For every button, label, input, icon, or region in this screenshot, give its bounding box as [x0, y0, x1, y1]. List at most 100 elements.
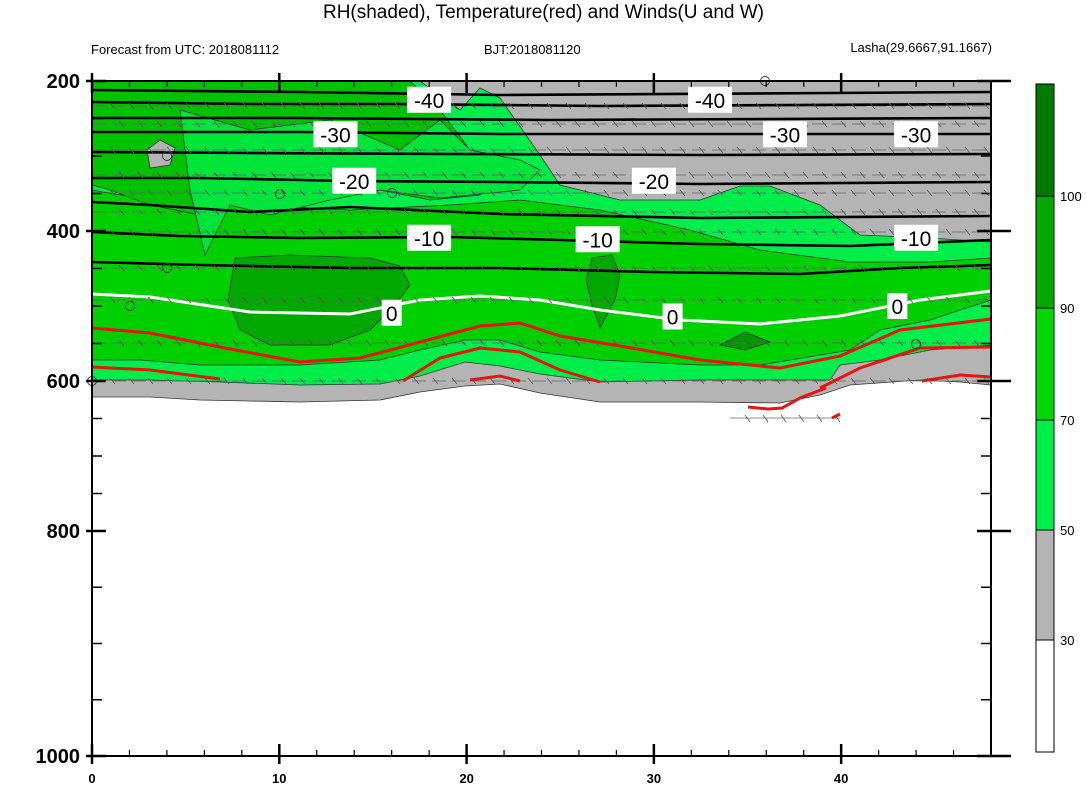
colorbar-label: 100: [1060, 189, 1082, 204]
wind-barb: [926, 296, 933, 304]
temperature-label: 0: [667, 307, 679, 330]
wind-barb: [270, 208, 277, 216]
wind-barb: [622, 296, 629, 304]
wind-barb: [451, 146, 458, 154]
wind-barb: [527, 296, 534, 304]
wind-barb: [394, 102, 401, 110]
wind-barb: [128, 146, 135, 154]
wind-barb: [869, 228, 876, 236]
colorbar-band: [1035, 83, 1055, 197]
wind-barb: [641, 146, 648, 154]
temperature-label-box: [887, 293, 908, 319]
wind-barb: [907, 377, 914, 385]
wind-barb: [175, 120, 182, 128]
wind-barb: [527, 228, 534, 236]
wind-barb: [565, 189, 572, 197]
wind-barb: [679, 189, 686, 197]
colorbar-label: 30: [1060, 633, 1074, 648]
wind-barb: [375, 189, 382, 197]
wind-barb: [156, 171, 163, 179]
wind-barb: [964, 189, 971, 197]
wind-barb: [641, 228, 648, 236]
wind-barb: [762, 414, 769, 423]
bjt-time-label: BJT:2018081120: [484, 42, 581, 57]
wind-barb: [850, 377, 857, 385]
wind-barb: [622, 228, 629, 236]
x-tick-label: 20: [459, 771, 473, 786]
wind-barb: [736, 102, 743, 110]
wind-barb: [536, 264, 543, 272]
wind-barb: [650, 208, 657, 216]
wind-barb: [793, 189, 800, 197]
wind-barb: [726, 208, 733, 216]
wind-barb: [755, 296, 762, 304]
wind-barb: [346, 208, 353, 216]
wind-barb: [679, 228, 686, 236]
wind-barb: [688, 171, 695, 179]
wind-barb: [318, 102, 325, 110]
wind-barb: [821, 264, 828, 272]
wind-barb: [954, 171, 961, 179]
wind-barb: [128, 296, 135, 304]
wind-barb: [147, 146, 154, 154]
wind-barb: [859, 120, 866, 128]
wind-barb: [821, 339, 828, 347]
wind-barb: [441, 171, 448, 179]
wind-barb: [337, 296, 344, 304]
wind-barb: [831, 189, 838, 197]
wind-barb: [527, 377, 534, 385]
wind-barb: [422, 208, 429, 216]
wind-barb: [555, 339, 562, 347]
colorbar-band: [1035, 419, 1055, 531]
wind-barb: [964, 146, 971, 154]
wind-barb: [175, 208, 182, 216]
wind-barb: [964, 102, 971, 110]
wind-barb: [603, 102, 610, 110]
wind-barb: [251, 208, 258, 216]
wind-barb: [622, 102, 629, 110]
wind-barb: [831, 102, 838, 110]
wind-barb: [935, 339, 942, 347]
wind-barb: [897, 208, 904, 216]
wind-barb: [384, 120, 391, 128]
wind-barb: [555, 264, 562, 272]
wind-barb: [375, 102, 382, 110]
wind-barb: [574, 264, 581, 272]
wind-barb: [698, 228, 705, 236]
wind-barb: [204, 189, 211, 197]
x-tick-label: 40: [834, 771, 848, 786]
wind-barb: [384, 339, 391, 347]
x-axis: 0 10 20 30 40: [88, 73, 955, 786]
wind-barb: [546, 189, 553, 197]
wind-barb: [878, 264, 885, 272]
wind-barb: [185, 228, 192, 236]
wind-barb: [897, 171, 904, 179]
temperature-label: 0: [386, 303, 398, 326]
colorbar-label: 50: [1060, 523, 1074, 538]
wind-barb: [289, 208, 296, 216]
wind-barb: [422, 120, 429, 128]
wind-barb: [736, 146, 743, 154]
wind-barb: [926, 146, 933, 154]
wind-barb: [470, 296, 477, 304]
wind-barb: [375, 146, 382, 154]
wind-barb: [403, 339, 410, 347]
wind-barb: [679, 146, 686, 154]
wind-barb: [565, 102, 572, 110]
wind-barb: [508, 296, 515, 304]
wind-barb: [584, 296, 591, 304]
wind-barb: [802, 339, 809, 347]
colorbar: 30 50 70 90 100: [1035, 83, 1082, 753]
wind-barb: [850, 189, 857, 197]
wind-barb: [755, 377, 762, 385]
wind-barb: [546, 102, 553, 110]
wind-barb: [983, 102, 990, 110]
wind-barb: [261, 228, 268, 236]
wind-barb: [812, 102, 819, 110]
wind-barb: [793, 377, 800, 385]
wind-barb: [878, 208, 885, 216]
wind-barb: [888, 189, 895, 197]
wind-barb: [764, 171, 771, 179]
wind-barb: [470, 228, 477, 236]
